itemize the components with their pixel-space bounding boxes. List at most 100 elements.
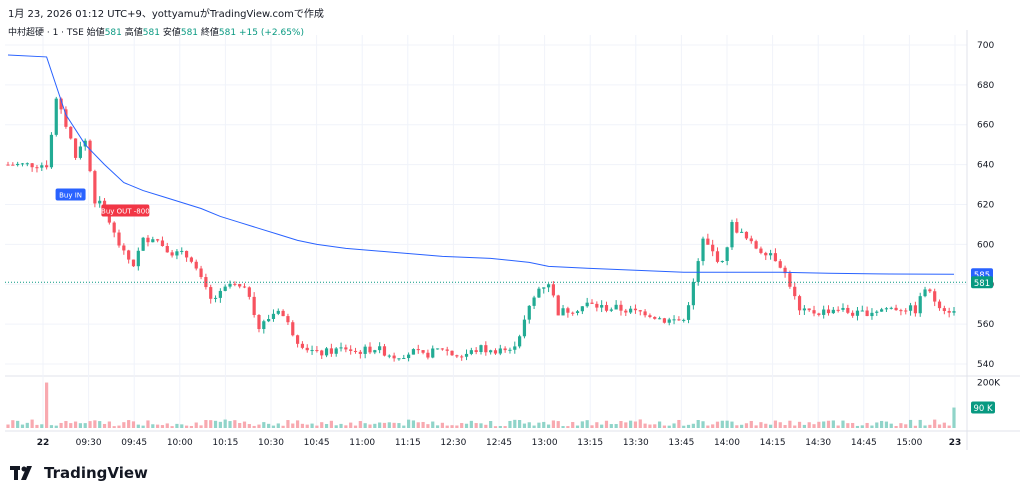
- candle-body: [194, 261, 198, 269]
- candle-body: [493, 350, 498, 354]
- volume-bar: [947, 425, 951, 428]
- volume-bar: [334, 425, 338, 428]
- volume-bar: [783, 425, 787, 428]
- volume-bar: [754, 425, 758, 428]
- candle-body: [228, 283, 232, 287]
- volume-bar: [368, 424, 372, 428]
- candle-body: [242, 286, 247, 288]
- tradingview-footer: TradingView: [10, 462, 148, 484]
- volume-bar: [397, 423, 401, 428]
- candle-body: [691, 281, 695, 306]
- vwap-line: [7, 54, 955, 275]
- candle-body: [286, 316, 290, 323]
- tradingview-logo-icon: [10, 466, 32, 480]
- volume-bar: [740, 424, 744, 428]
- x-tick-label: 14:30: [805, 438, 831, 448]
- volume-bar: [49, 425, 54, 428]
- x-tick-label: 13:45: [668, 438, 694, 448]
- candle-body: [238, 284, 242, 287]
- candle-body: [855, 310, 860, 316]
- x-tick-label: 09:45: [121, 438, 147, 448]
- volume-bar: [701, 421, 705, 428]
- candle-body: [725, 247, 729, 261]
- candle-body: [112, 222, 116, 233]
- volume-bar: [122, 422, 126, 428]
- volume-bar: [566, 426, 570, 428]
- candle-body: [252, 296, 256, 316]
- volume-bar: [923, 425, 927, 428]
- candle-body: [870, 312, 874, 317]
- volume-bar: [421, 421, 425, 428]
- candle-body: [508, 349, 512, 351]
- volume-bar: [822, 421, 826, 428]
- volume-bar: [691, 423, 695, 428]
- candle-body: [180, 250, 184, 252]
- buy-out-marker-bg: [101, 204, 150, 217]
- candle-body: [908, 305, 913, 311]
- candle-body: [431, 348, 435, 358]
- volume-bar: [175, 423, 179, 428]
- candle-body: [127, 250, 131, 260]
- volume-bar: [102, 423, 107, 428]
- candle-body: [411, 349, 416, 355]
- candle-body: [653, 316, 657, 319]
- open-value: 581: [104, 28, 122, 38]
- candle-body: [633, 308, 638, 311]
- volume-bar: [455, 425, 459, 428]
- volume-bar: [247, 424, 251, 428]
- volume-bar: [802, 424, 806, 428]
- volume-bar: [479, 423, 483, 428]
- y-tick-label: 560: [977, 320, 994, 330]
- candle-body: [233, 283, 237, 285]
- volume-bar: [812, 424, 816, 428]
- volume-bar: [831, 420, 835, 428]
- candle-body: [416, 349, 420, 351]
- volume-bar: [349, 422, 353, 428]
- volume-bar: [913, 425, 917, 428]
- volume-bar: [30, 419, 34, 428]
- volume-bar: [928, 424, 932, 428]
- candle-body: [402, 358, 406, 360]
- volume-bar: [638, 419, 642, 428]
- candle-body: [928, 289, 932, 292]
- candle-body: [102, 200, 107, 208]
- candle-body: [435, 348, 440, 350]
- candle-body: [566, 308, 570, 313]
- volume-bar: [112, 426, 116, 428]
- volume-bar: [344, 425, 348, 428]
- candle-body: [382, 346, 387, 356]
- volume-bar: [503, 426, 507, 428]
- candle-body: [667, 319, 671, 323]
- volume-bar: [242, 421, 247, 428]
- candle-body: [638, 310, 642, 312]
- volume-bar: [324, 423, 329, 428]
- candle-body: [363, 346, 367, 354]
- volume-bar: [233, 420, 237, 428]
- candle-body: [614, 304, 618, 310]
- candle-body: [156, 239, 160, 241]
- candle-body: [773, 253, 778, 262]
- candle-body: [378, 346, 382, 351]
- candle-body: [546, 284, 551, 288]
- candle-body: [213, 297, 218, 299]
- candle-body: [604, 305, 609, 311]
- tradingview-brand: TradingView: [44, 464, 148, 482]
- candle-body: [793, 286, 797, 297]
- volume-bar: [262, 422, 266, 428]
- candle-body: [701, 238, 705, 262]
- volume-bar: [305, 424, 309, 428]
- volume-bar: [720, 420, 724, 428]
- candle-body: [860, 310, 864, 312]
- volume-bar: [793, 425, 797, 428]
- volume-bar: [315, 425, 319, 428]
- volume-bar: [73, 421, 78, 428]
- volume-group: [6, 382, 956, 428]
- volume-tick-label: 200K: [977, 379, 1001, 389]
- volume-bar: [199, 425, 203, 428]
- volume-bar: [131, 421, 136, 428]
- candle-body: [464, 353, 469, 357]
- high-label: 高値: [124, 28, 143, 38]
- candle-body: [933, 291, 937, 302]
- volume-bar: [807, 422, 811, 428]
